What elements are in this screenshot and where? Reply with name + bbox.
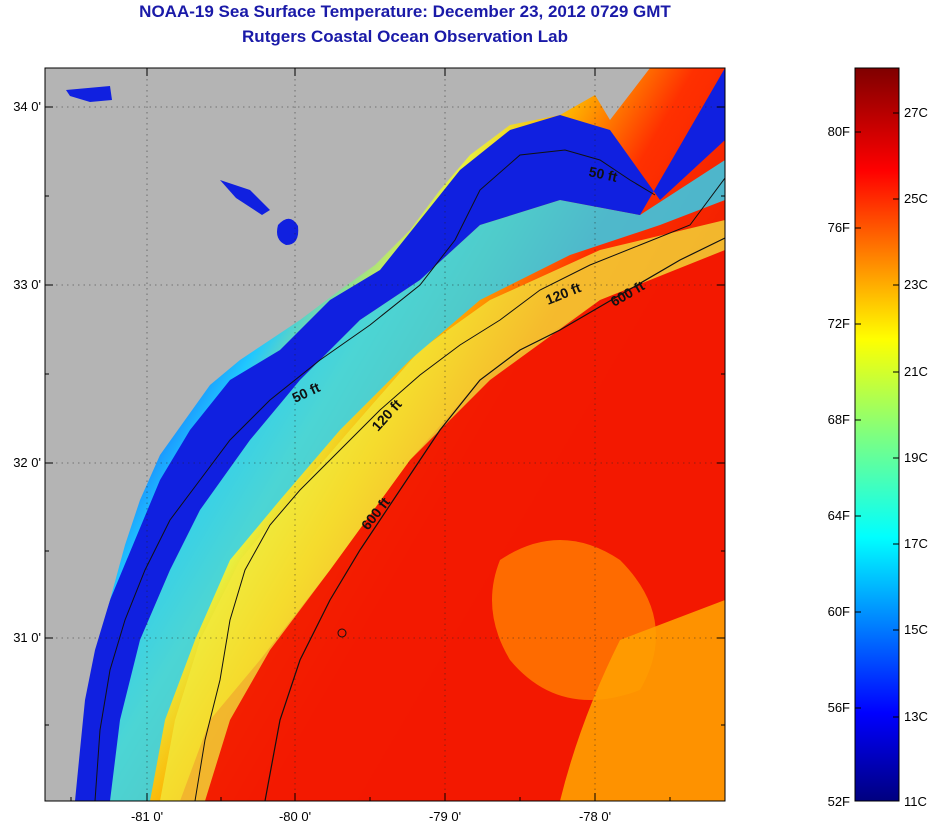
lon-label: -81 0' <box>131 809 163 824</box>
colorbar-f-label: 80F <box>828 124 850 139</box>
contour-120ft <box>194 177 725 801</box>
colorbar-ticks <box>855 112 899 802</box>
colorbar-c-label: 25C <box>904 191 928 206</box>
map-subtitle: Rutgers Coastal Ocean Observation Lab <box>242 27 568 46</box>
colorbar-c-label: 13C <box>904 709 928 724</box>
colorbar-c-label: 17C <box>904 536 928 551</box>
colorbar-f-label: 64F <box>828 508 850 523</box>
small-contour-loop <box>337 628 347 638</box>
colorbar-f-label: 52F <box>828 794 850 809</box>
colorbar-f-label: 56F <box>828 700 850 715</box>
colorbar-f-label: 60F <box>828 604 850 619</box>
colorbar-c-label: 21C <box>904 364 928 379</box>
colorbar-f-label: 68F <box>828 412 850 427</box>
contour-50ft <box>94 149 656 801</box>
colorbar-f-label: 76F <box>828 220 850 235</box>
colorbar <box>854 67 900 802</box>
colorbar-c-label: 23C <box>904 277 928 292</box>
inland-lake <box>220 180 270 215</box>
lat-label: 31 0' <box>13 630 41 645</box>
land-mass <box>45 68 650 801</box>
inland-lake <box>66 86 112 102</box>
lon-label: -80 0' <box>279 809 311 824</box>
lat-label: 33 0' <box>13 277 41 292</box>
map-gridlines <box>45 68 725 801</box>
lat-label: 32 0' <box>13 455 41 470</box>
lon-label: -78 0' <box>579 809 611 824</box>
colorbar-c-label: 11C <box>904 794 927 809</box>
colorbar-c-label: 15C <box>904 622 928 637</box>
lat-label: 34 0' <box>13 99 41 114</box>
mid-shelf-water <box>160 220 725 801</box>
contour-label-50ft: 50 ft <box>587 163 619 185</box>
contour-600ft <box>264 237 725 801</box>
inshore-cool-water <box>100 160 725 801</box>
southeast-warm-pool <box>560 600 725 801</box>
map-title: NOAA-19 Sea Surface Temperature: Decembe… <box>139 2 671 21</box>
colorbar-c-label: 27C <box>904 105 928 120</box>
colorbar-f-label: 72F <box>828 316 850 331</box>
lon-label: -79 0' <box>429 809 461 824</box>
map-ticks <box>45 68 725 801</box>
map-frame <box>44 67 726 802</box>
coastal-cold-water <box>70 68 725 801</box>
colorbar-c-label: 19C <box>904 450 928 465</box>
inland-lake <box>277 218 299 245</box>
